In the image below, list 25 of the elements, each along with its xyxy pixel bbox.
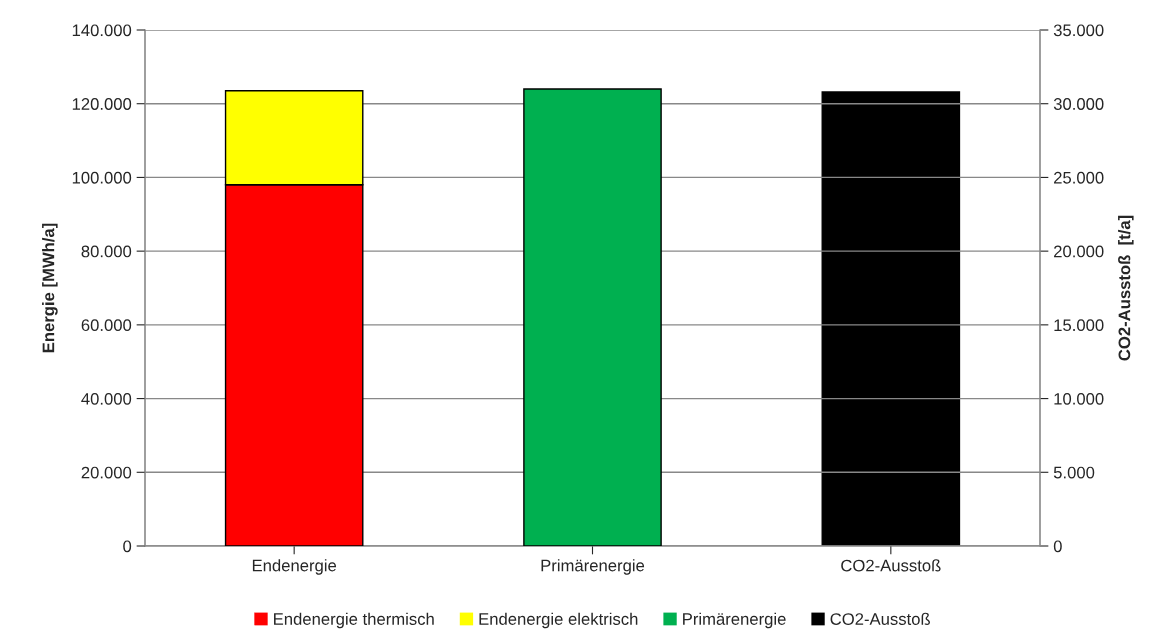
y-tick-label: 20.000 <box>81 466 132 479</box>
y2-tick-label: 5.000 <box>1053 466 1095 479</box>
legend-label: Endenergie thermisch <box>274 612 434 629</box>
y-tick-label: 120.000 <box>72 98 132 110</box>
y-tick-label: 60.000 <box>81 319 132 332</box>
y2-tick-label: 25.000 <box>1054 171 1104 184</box>
x-tick-label: CO2-Ausstoß <box>841 559 941 572</box>
y2-tick-label: 35.000 <box>1053 24 1104 37</box>
legend-label: Endenergie elektrisch <box>479 612 638 629</box>
y2-tick-label: 10.000 <box>1054 392 1104 405</box>
x-tick-label: Endenergie <box>252 559 337 575</box>
y-tick-label: 80.000 <box>81 245 132 258</box>
y-tick-label: 140.000 <box>72 24 132 37</box>
y2-tick-label: 20.000 <box>1054 245 1104 258</box>
legend-label: Primärenergie <box>683 612 786 629</box>
y2-axis-title: CO2-Ausstoß [t/a] <box>1118 215 1134 361</box>
y-tick-label: 40.000 <box>81 392 132 405</box>
y2-tick-label: 15.000 <box>1054 319 1104 332</box>
y-tick-label: 100.000 <box>72 171 132 184</box>
y-axis-title: Energie [MWh/a] <box>42 223 58 353</box>
y2-tick-label: 30.000 <box>1053 98 1104 110</box>
x-tick-label: Primärenergie <box>541 559 645 575</box>
y-tick-label: 0 <box>123 540 132 553</box>
y2-tick-label: 0 <box>1053 540 1062 553</box>
legend-label: CO2-Ausstoß <box>830 612 930 625</box>
